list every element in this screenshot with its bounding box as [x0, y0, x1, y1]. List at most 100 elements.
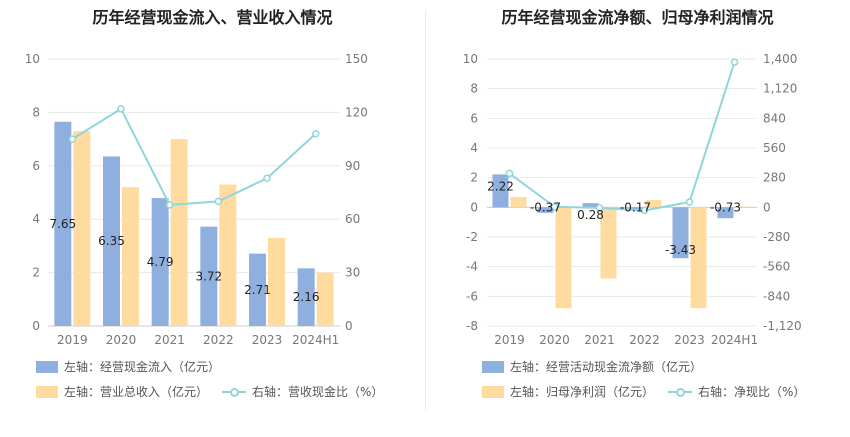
bar [297, 268, 315, 326]
line-point [214, 197, 223, 206]
bar [735, 206, 752, 208]
y-left-tick-label: 4 [32, 212, 40, 226]
bar [268, 237, 285, 326]
line-point [263, 174, 271, 183]
bar [717, 207, 734, 219]
bar [510, 196, 527, 208]
bar [200, 226, 218, 326]
y-left-tick-label: 2 [32, 266, 40, 280]
legend-item[interactable]: 左轴：经营现金流入（亿元） [36, 358, 220, 375]
legend-label: 右轴：营收现金比（%） [252, 385, 384, 399]
y-left-tick-label: 0 [32, 319, 40, 333]
y-left-tick-label: 2 [470, 171, 478, 185]
y-right-tick-label: -840 [763, 289, 790, 303]
y-right-tick-label: 0 [763, 200, 771, 214]
chart-canvas: -8 -6 -4 -2 0 2 4 6 8 10 -1,120 -840 -560 -280 0 280 560… [463, 52, 802, 347]
legend-item[interactable]: 右轴：营收现金比（%） [222, 383, 383, 400]
legend-swatch [482, 385, 504, 398]
line-point [117, 105, 125, 113]
data-label: 0.28 [577, 208, 604, 222]
legend-swatch [36, 360, 58, 373]
legend-swatch [482, 360, 504, 373]
x-tick-label: 2024H1 [292, 333, 339, 347]
line-series [71, 107, 317, 207]
data-label: 6.35 [98, 234, 125, 248]
legend-line-icon [222, 386, 246, 398]
legend-label: 左轴：经营现金流入（亿元） [64, 360, 221, 374]
y-left-tick-label: 10 [25, 52, 40, 66]
y-left-tick-label: -2 [466, 230, 478, 244]
data-label: 2.71 [244, 283, 271, 297]
y-left-tick-label: 8 [32, 105, 40, 119]
bar [690, 207, 707, 309]
line-point [685, 198, 694, 206]
chart-title: 历年经营现金流净额、归母净利润情况 [501, 8, 774, 27]
data-label: 4.79 [147, 255, 174, 269]
x-tick-label: 2023 [252, 333, 283, 347]
y-right-tick-label: 60 [345, 212, 360, 226]
bar [103, 156, 120, 326]
y-right-tick-label: -1,120 [763, 319, 802, 333]
line-point [311, 130, 320, 138]
bar [54, 121, 72, 327]
bar [582, 203, 599, 208]
data-label: -3.43 [665, 243, 696, 257]
y-right-tick-label: 150 [345, 52, 368, 66]
y-right-tick-label: 120 [345, 105, 368, 119]
line-point [505, 169, 514, 178]
line-point [68, 135, 77, 143]
y-left-tick-label: -4 [466, 260, 478, 274]
legend-label: 右轴：净现比（%） [698, 385, 806, 399]
y-right-tick-label: -560 [763, 260, 790, 274]
bar [122, 187, 139, 326]
bar [492, 174, 509, 208]
data-label: 7.65 [49, 217, 76, 231]
chart-panel-right: 历年经营现金流净额、归母净利润情况 -8 -6 -4 -2 0 2 4 6 8 10 -1,120-… [425, 0, 850, 437]
y-right-tick-label: 840 [763, 111, 786, 125]
line-point [730, 58, 739, 66]
bar [219, 184, 237, 326]
bar [249, 253, 266, 326]
line-point [550, 203, 559, 211]
bar [151, 198, 169, 326]
legend-item[interactable]: 左轴：归母净利润（亿元） [482, 383, 654, 400]
data-label: -0.37 [530, 200, 561, 214]
bar [645, 199, 662, 208]
chart-panel-left: 历年经营现金流入、营业收入情况 0 2 4 6 8 10 0 30 60 90 120 150 2019… [25, 8, 384, 400]
legend-label: 左轴：营业总收入（亿元） [64, 385, 209, 399]
x-tick-label: 2019 [57, 333, 88, 347]
legend-label: 左轴：经营活动现金流净额（亿元） [510, 360, 703, 374]
y-left-tick-label: 0 [470, 200, 478, 214]
bar [672, 207, 689, 259]
data-label: 2.16 [293, 290, 320, 304]
chart-canvas: 0 2 4 6 8 10 0 30 60 90 120 150 2019 2020 2021 2022 2023… [25, 52, 368, 347]
y-right-tick-label: 30 [345, 266, 360, 280]
chart-title: 历年经营现金流入、营业收入情况 [92, 8, 333, 27]
x-tick-label: 2019 [494, 333, 525, 347]
data-label: -0.17 [620, 200, 651, 214]
x-tick-label: 2021 [584, 333, 615, 347]
bar [316, 272, 334, 326]
legend-label: 左轴：归母净利润（亿元） [510, 385, 655, 399]
y-right-tick-label: 0 [345, 319, 353, 333]
data-label: 2.22 [487, 179, 514, 193]
y-left-tick-label: -8 [466, 319, 478, 333]
panel-divider [425, 10, 426, 410]
legend-line-icon [668, 386, 692, 398]
x-tick-label: 2023 [674, 333, 705, 347]
legend-item[interactable]: 右轴：净现比（%） [668, 383, 805, 400]
y-left-tick-label: 6 [32, 159, 40, 173]
x-tick-label: 2021 [154, 333, 185, 347]
line-point [640, 206, 649, 215]
legend-item[interactable]: 左轴：营业总收入（亿元） [36, 383, 208, 400]
legend-item[interactable]: 左轴：经营活动现金流净额（亿元） [482, 358, 702, 375]
x-tick-label: 2022 [629, 333, 660, 347]
y-left-tick-label: 10 [463, 52, 478, 66]
data-label: -0.73 [710, 200, 741, 214]
bar [555, 207, 572, 309]
line-series [508, 61, 736, 212]
y-right-tick-label: 90 [345, 159, 360, 173]
bar [537, 207, 554, 213]
line-point [595, 204, 604, 212]
bar [600, 207, 617, 279]
